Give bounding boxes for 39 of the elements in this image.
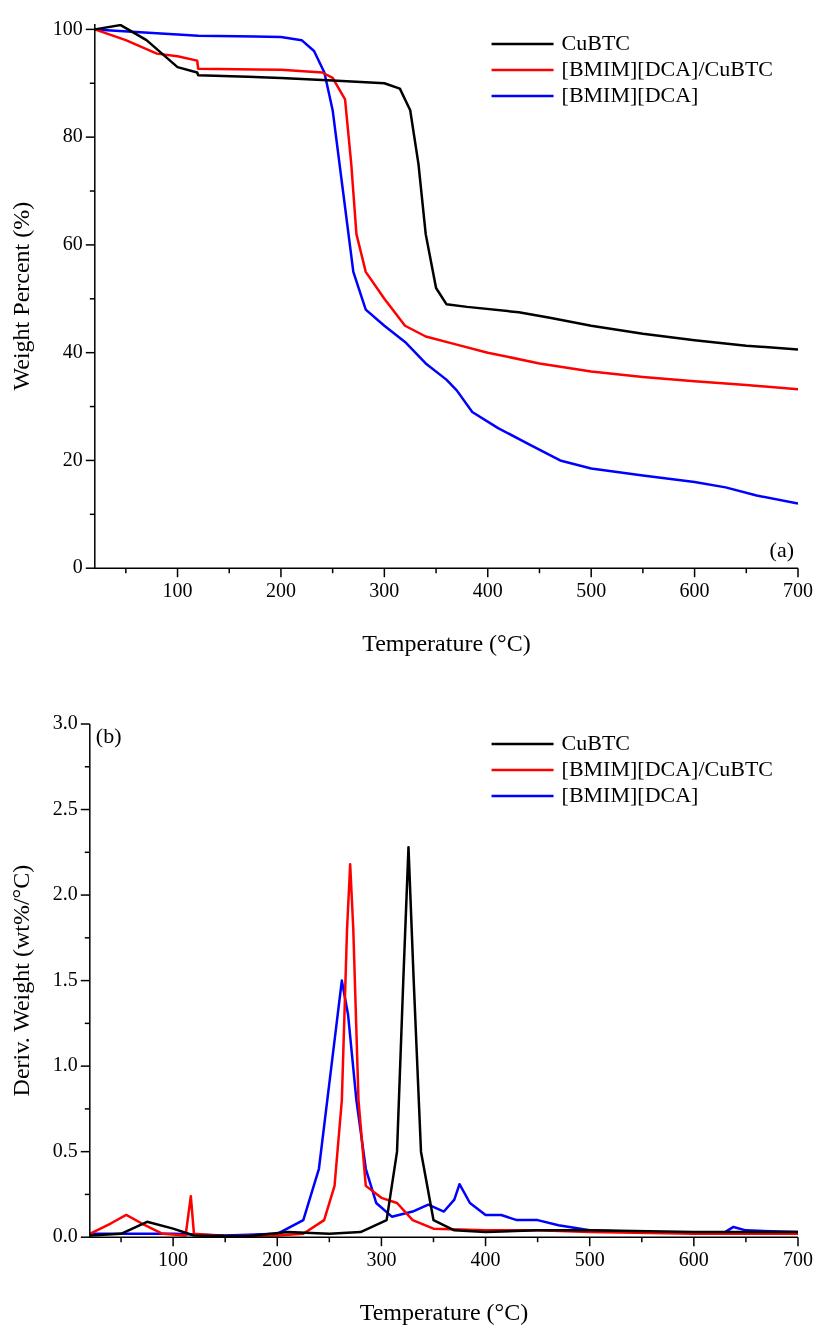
annotation: (a) (769, 536, 794, 562)
x-tick-label: 400 (472, 579, 503, 602)
x-tick-label: 100 (162, 579, 193, 602)
y-axis-title: Deriv. Weight (wt%/°C) (7, 864, 34, 1097)
annotation: (b) (95, 722, 122, 748)
legend-label: [BMIM][DCA]/CuBTC (561, 55, 773, 81)
legend-label: CuBTC (561, 29, 631, 55)
text: 0.0 (52, 1224, 78, 1247)
x-tick-label: 700 (783, 1248, 813, 1271)
legend-label: [BMIM][DCA] (561, 781, 699, 807)
y-tick-label: 1.0 (52, 1053, 78, 1076)
x-tick-label: 700 (783, 579, 813, 602)
y-tick-label: 100 (52, 16, 83, 39)
legend-label: [BMIM][DCA]/CuBTC (561, 755, 773, 781)
y-tick-label: 1.5 (52, 967, 78, 990)
x-axis-title: Temperature (°C) (359, 1298, 529, 1325)
x-tick-label: 400 (470, 1248, 501, 1271)
x-tick-label: 200 (262, 1248, 293, 1271)
y-tick-label: 80 (62, 124, 83, 147)
x-tick-label: 500 (576, 579, 607, 602)
x-tick-label: 600 (678, 1248, 709, 1271)
x-axis-title: Temperature (°C) (362, 629, 531, 656)
legend-label: CuBTC (561, 729, 631, 755)
y-tick-label: 20 (62, 447, 83, 470)
x-tick-label: 300 (369, 579, 400, 602)
y-tick-label: 3.0 (52, 711, 78, 734)
y-tick-label: 40 (62, 339, 83, 362)
y-tick-label: 0 (72, 555, 83, 578)
y-tick-label: 2.5 (52, 796, 78, 819)
y-tick-label: 2.0 (52, 882, 78, 905)
y-tick-label: 60 (62, 232, 83, 255)
legend-label: [BMIM][DCA] (561, 81, 699, 107)
x-tick-label: 200 (265, 579, 296, 602)
y-tick-label: 0.5 (52, 1138, 78, 1161)
y-axis-title: Weight Percent (%) (7, 201, 34, 391)
x-tick-label: 100 (158, 1248, 189, 1271)
x-tick-label: 500 (574, 1248, 605, 1271)
x-tick-label: 600 (679, 579, 710, 602)
x-tick-label: 300 (366, 1248, 397, 1271)
